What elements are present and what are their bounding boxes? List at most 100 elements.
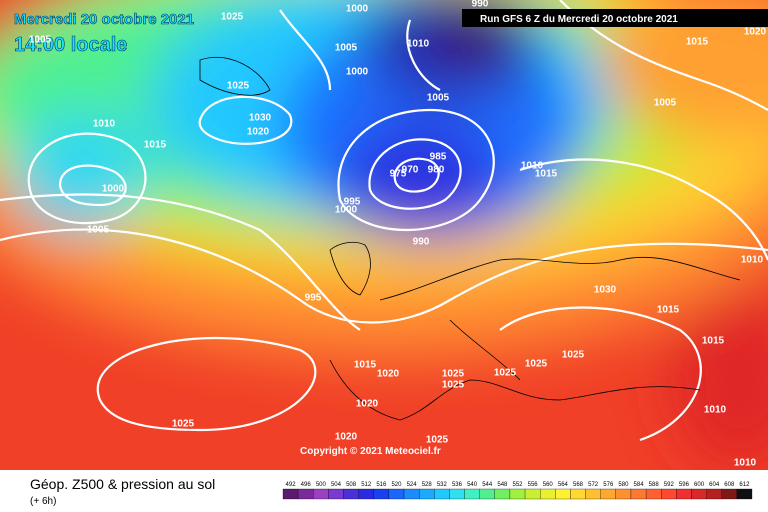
isobar-label: 990 (472, 0, 489, 10)
isobar-label: 1005 (335, 43, 358, 54)
isobar-label: 1000 (102, 184, 125, 195)
isobar-label: 1005 (29, 35, 52, 46)
isobar-label: 1025 (442, 369, 465, 380)
legend-swatch (721, 488, 738, 500)
legend-swatch (585, 488, 601, 500)
legend-swatch (328, 488, 344, 500)
legend-label: 576 (603, 482, 614, 488)
legend-label: 604 (709, 482, 720, 488)
legend-label: 584 (634, 482, 645, 488)
legend-label: 608 (724, 482, 735, 488)
legend-swatch (645, 488, 662, 500)
field (0, 0, 768, 470)
legend-label: 568 (573, 482, 584, 488)
legend-label: 556 (528, 482, 539, 488)
legend-swatch (555, 488, 571, 500)
coastlines (199, 56, 741, 421)
isobar-label: 985 (430, 152, 447, 163)
legend-swatch (313, 488, 329, 500)
legend-label: 540 (467, 482, 478, 488)
isobar-label: 980 (428, 165, 445, 176)
isobar-label: 1030 (249, 113, 272, 124)
legend-swatch (343, 488, 359, 500)
legend-label: 548 (497, 482, 508, 488)
run-info: Run GFS 6 Z du Mercredi 20 octobre 2021 (480, 14, 678, 25)
isobar-label: 1010 (521, 161, 544, 172)
isobar-label: 1010 (93, 119, 116, 130)
isobar-label: 1010 (741, 255, 764, 266)
isobar-label: 1020 (377, 369, 400, 380)
legend-swatch (464, 488, 480, 500)
legend-swatch (540, 488, 556, 500)
isobar-label: 970 (402, 165, 419, 176)
isobar-label: 1025 (172, 419, 195, 430)
isobar-label: 1020 (356, 399, 379, 410)
copyright: Copyright © 2021 Meteociel.fr (300, 446, 441, 457)
legend-label: 500 (316, 482, 327, 488)
legend-label: 592 (664, 482, 675, 488)
legend-label: 524 (407, 482, 418, 488)
legend-swatch (600, 488, 616, 500)
legend-label: 552 (512, 482, 523, 488)
isobar-label: 995 (305, 293, 322, 304)
legend-swatch (479, 488, 495, 500)
legend-label: 504 (331, 482, 342, 488)
isobar-label: 1005 (87, 225, 110, 236)
legend-swatch (358, 488, 374, 500)
isobar-label: 1025 (426, 435, 449, 446)
legend-label: 572 (588, 482, 599, 488)
isobar-label: 990 (413, 237, 430, 248)
legend-swatch (434, 488, 450, 500)
isobar-label: 1030 (594, 285, 617, 296)
legend-label: 588 (649, 482, 660, 488)
legend-label: 564 (558, 482, 569, 488)
isobar-label: 1025 (442, 380, 465, 391)
legend-label: 492 (286, 482, 297, 488)
legend-swatch (570, 488, 586, 500)
isobar-label: 1010 (704, 405, 727, 416)
legend-label: 532 (437, 482, 448, 488)
legend-swatch (419, 488, 435, 500)
legend-label: 544 (482, 482, 493, 488)
isobar-label: 1000 (346, 67, 369, 78)
isobar-label: 1025 (494, 368, 517, 379)
legend-label: 508 (346, 482, 357, 488)
legend-swatch (403, 488, 420, 500)
legend-swatch (524, 488, 541, 500)
legend-label: 496 (301, 482, 312, 488)
legend-swatch (282, 488, 299, 500)
legend-swatch (615, 488, 632, 500)
isobar-label: 1015 (686, 37, 709, 48)
legend-label: 528 (422, 482, 433, 488)
isobar-label: 995 (344, 197, 361, 208)
title-date: Mercredi 20 octobre 2021 (14, 11, 194, 28)
legend-label: 516 (376, 482, 387, 488)
caption: Géop. Z500 & pression au sol (30, 476, 215, 492)
legend-label: 560 (543, 482, 554, 488)
legend-swatch (691, 488, 707, 500)
legend-swatch (676, 488, 692, 500)
legend-swatch (630, 488, 647, 500)
legend-label: 612 (739, 482, 750, 488)
legend-swatch (509, 488, 526, 500)
isobar-label: 1020 (247, 127, 270, 138)
isobar-label: 1015 (535, 169, 558, 180)
isobar-label: 1010 (407, 39, 430, 50)
lead-time: (+ 6h) (30, 496, 56, 507)
isobar-label: 1005 (654, 98, 677, 109)
legend-swatch (373, 488, 390, 500)
legend-label: 580 (618, 482, 629, 488)
legend-swatch (388, 488, 405, 500)
legend-label: 520 (391, 482, 402, 488)
isobar-label: 975 (390, 169, 407, 180)
isobar-label: 1025 (525, 359, 548, 370)
legend-label: 512 (361, 482, 372, 488)
isobar-label: 1020 (335, 432, 358, 443)
isobar-label: 1015 (354, 360, 377, 371)
legend-label: 596 (679, 482, 690, 488)
isobar-label: 1005 (427, 93, 450, 104)
isobar-label: 1010 (734, 458, 757, 469)
title-time: 14:00 locale (14, 34, 127, 56)
legend-label: 600 (694, 482, 705, 488)
isobars (0, 0, 768, 442)
